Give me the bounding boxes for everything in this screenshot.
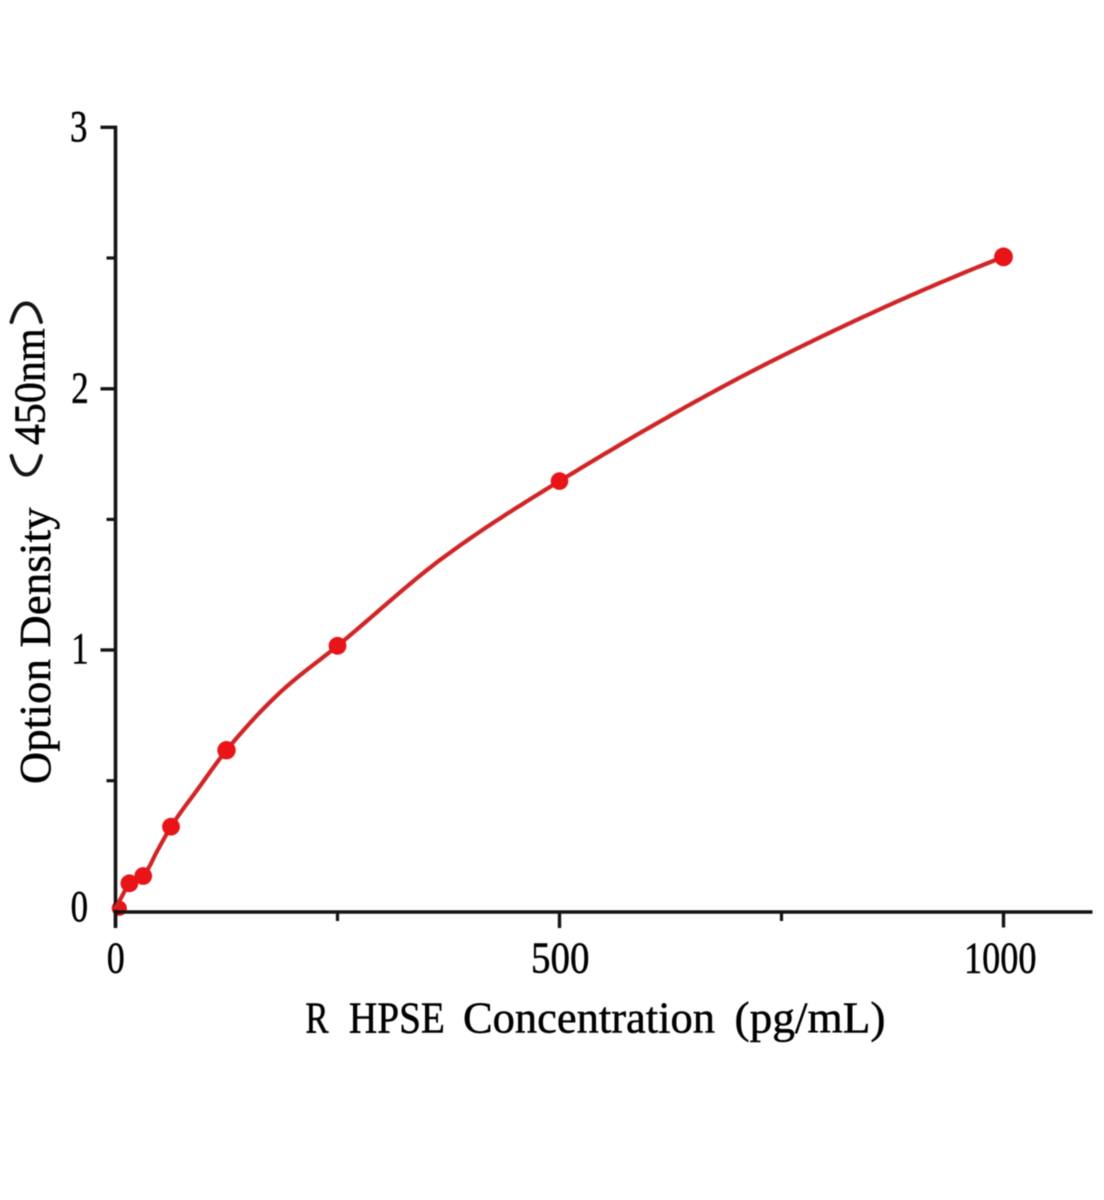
svg-text:R: R: [305, 993, 328, 1043]
svg-text:0: 0: [71, 881, 88, 931]
svg-text:2: 2: [71, 362, 88, 412]
svg-text:HPSE: HPSE: [349, 993, 445, 1043]
svg-text:450nm: 450nm: [5, 328, 55, 445]
svg-text:1000: 1000: [964, 932, 1037, 982]
svg-text:3: 3: [70, 101, 87, 151]
svg-text:(pg/mL): (pg/mL): [735, 993, 886, 1043]
svg-text:500: 500: [531, 932, 590, 982]
svg-text:Concentration: Concentration: [463, 993, 715, 1043]
svg-text:Option Density: Option Density: [10, 507, 60, 784]
svg-text:1: 1: [71, 623, 88, 673]
svg-text:0: 0: [107, 932, 125, 982]
